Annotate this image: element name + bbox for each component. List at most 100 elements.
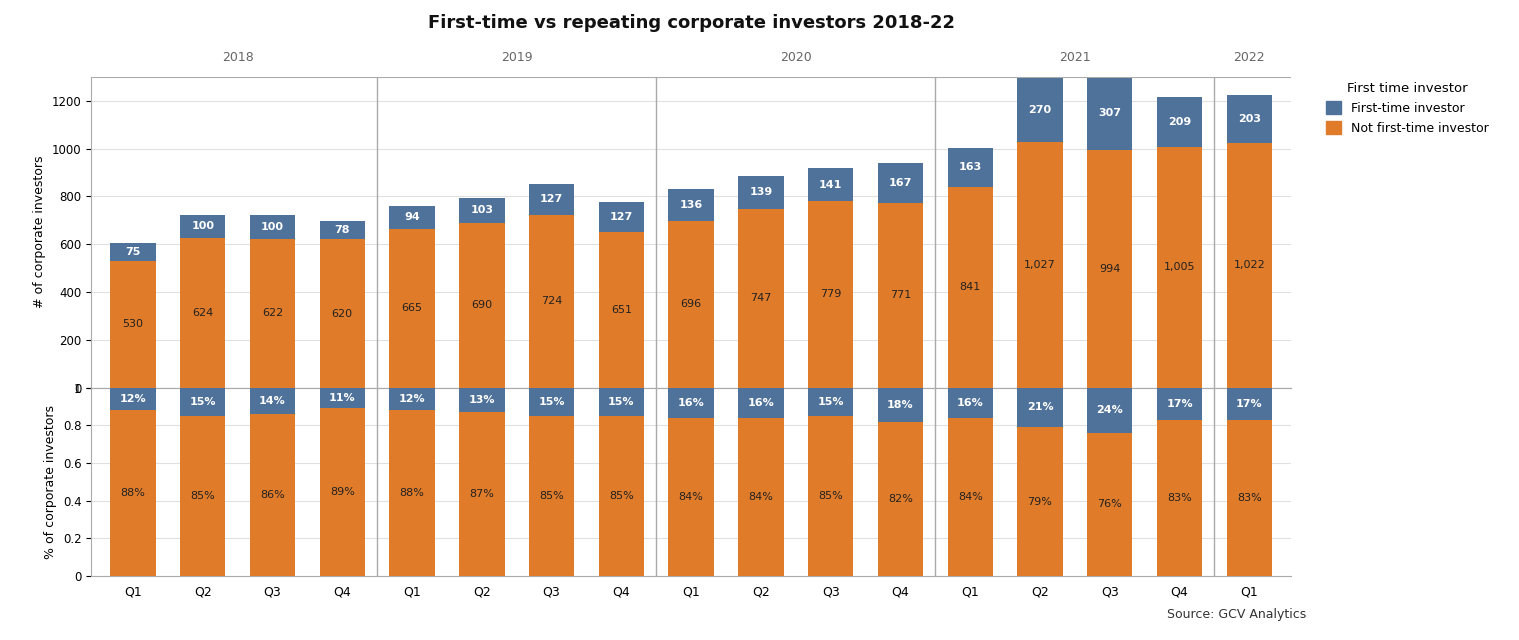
Text: 2018: 2018 — [222, 51, 254, 65]
Bar — [948, 186, 993, 388]
Text: 2021: 2021 — [1059, 51, 1091, 65]
Text: 24%: 24% — [1097, 405, 1123, 415]
Text: 88%: 88% — [399, 488, 424, 498]
Text: First-time vs repeating corporate investors 2018-22: First-time vs repeating corporate invest… — [428, 14, 954, 32]
Bar — [738, 418, 784, 576]
Text: 690: 690 — [471, 300, 492, 310]
Bar — [668, 418, 714, 576]
Text: 82%: 82% — [889, 494, 913, 504]
Bar — [1157, 97, 1202, 147]
Bar — [181, 388, 225, 416]
Text: 2020: 2020 — [779, 51, 811, 65]
Bar — [878, 422, 924, 576]
Text: 14%: 14% — [260, 396, 286, 406]
Text: 83%: 83% — [1236, 493, 1262, 503]
Bar — [319, 239, 365, 388]
Text: 167: 167 — [889, 179, 911, 188]
Bar — [1088, 150, 1133, 388]
Text: 15%: 15% — [538, 397, 565, 407]
Text: 15%: 15% — [817, 397, 845, 407]
Bar — [111, 261, 155, 388]
Bar — [389, 410, 434, 576]
Bar — [181, 416, 225, 576]
Text: 841: 841 — [960, 282, 981, 292]
Text: 88%: 88% — [120, 488, 146, 498]
Bar — [948, 418, 993, 576]
Bar — [738, 176, 784, 209]
Text: 94: 94 — [404, 212, 419, 222]
Text: 779: 779 — [820, 289, 842, 300]
Bar — [249, 215, 295, 239]
Text: 85%: 85% — [190, 491, 216, 501]
Bar — [319, 388, 365, 408]
Bar — [948, 388, 993, 418]
Bar — [459, 198, 504, 223]
Bar — [459, 412, 504, 576]
Bar — [529, 214, 574, 388]
Bar — [181, 214, 225, 239]
Bar — [1227, 95, 1271, 143]
Text: 85%: 85% — [609, 491, 633, 501]
Text: 17%: 17% — [1236, 399, 1262, 408]
Text: 127: 127 — [539, 195, 564, 204]
Text: 85%: 85% — [819, 491, 843, 501]
Text: 21%: 21% — [1027, 403, 1053, 412]
Y-axis label: % of corporate investors: % of corporate investors — [44, 405, 58, 559]
Bar — [459, 223, 504, 388]
Text: 18%: 18% — [887, 399, 914, 410]
Text: 747: 747 — [750, 293, 772, 303]
Text: 724: 724 — [541, 296, 562, 306]
Text: 11%: 11% — [330, 393, 355, 403]
Bar — [1018, 77, 1063, 142]
Bar — [1157, 388, 1202, 420]
Bar — [1018, 427, 1063, 576]
Text: 15%: 15% — [608, 397, 635, 407]
Bar — [1088, 433, 1133, 576]
Bar — [181, 239, 225, 388]
Bar — [808, 168, 854, 202]
Text: 83%: 83% — [1167, 493, 1192, 503]
Text: 270: 270 — [1028, 105, 1051, 115]
Text: 141: 141 — [819, 179, 843, 189]
Text: 127: 127 — [609, 212, 633, 222]
Bar — [111, 388, 155, 410]
Bar — [598, 388, 644, 416]
Bar — [1157, 420, 1202, 576]
Bar — [808, 202, 854, 388]
Bar — [111, 410, 155, 576]
Text: 12%: 12% — [399, 394, 425, 404]
Bar — [1157, 147, 1202, 388]
Bar — [948, 148, 993, 186]
Bar — [808, 416, 854, 576]
Y-axis label: # of corporate investors: # of corporate investors — [33, 156, 46, 308]
Text: 86%: 86% — [260, 490, 286, 500]
Text: 87%: 87% — [469, 489, 494, 499]
Bar — [1227, 388, 1271, 420]
Text: 136: 136 — [679, 200, 703, 210]
Text: 1,022: 1,022 — [1233, 260, 1265, 271]
Bar — [111, 243, 155, 261]
Text: 79%: 79% — [1027, 497, 1053, 507]
Bar — [319, 221, 365, 239]
Bar — [249, 388, 295, 414]
Bar — [598, 232, 644, 388]
Bar — [389, 206, 434, 228]
Text: 651: 651 — [611, 305, 632, 315]
Text: 771: 771 — [890, 291, 911, 300]
Bar — [529, 388, 574, 416]
Legend: First-time investor, Not first-time investor: First-time investor, Not first-time inve… — [1322, 77, 1495, 140]
Text: 17%: 17% — [1167, 399, 1192, 408]
Bar — [738, 209, 784, 388]
Text: 209: 209 — [1168, 117, 1191, 127]
Text: 163: 163 — [958, 162, 981, 172]
Text: 1,027: 1,027 — [1024, 260, 1056, 270]
Bar — [1018, 388, 1063, 427]
Bar — [529, 184, 574, 214]
Bar — [1227, 420, 1271, 576]
Bar — [249, 239, 295, 388]
Text: 696: 696 — [681, 300, 702, 309]
Text: 84%: 84% — [749, 492, 773, 502]
Text: 15%: 15% — [190, 397, 216, 407]
Text: 139: 139 — [749, 188, 773, 197]
Text: 100: 100 — [191, 221, 214, 232]
